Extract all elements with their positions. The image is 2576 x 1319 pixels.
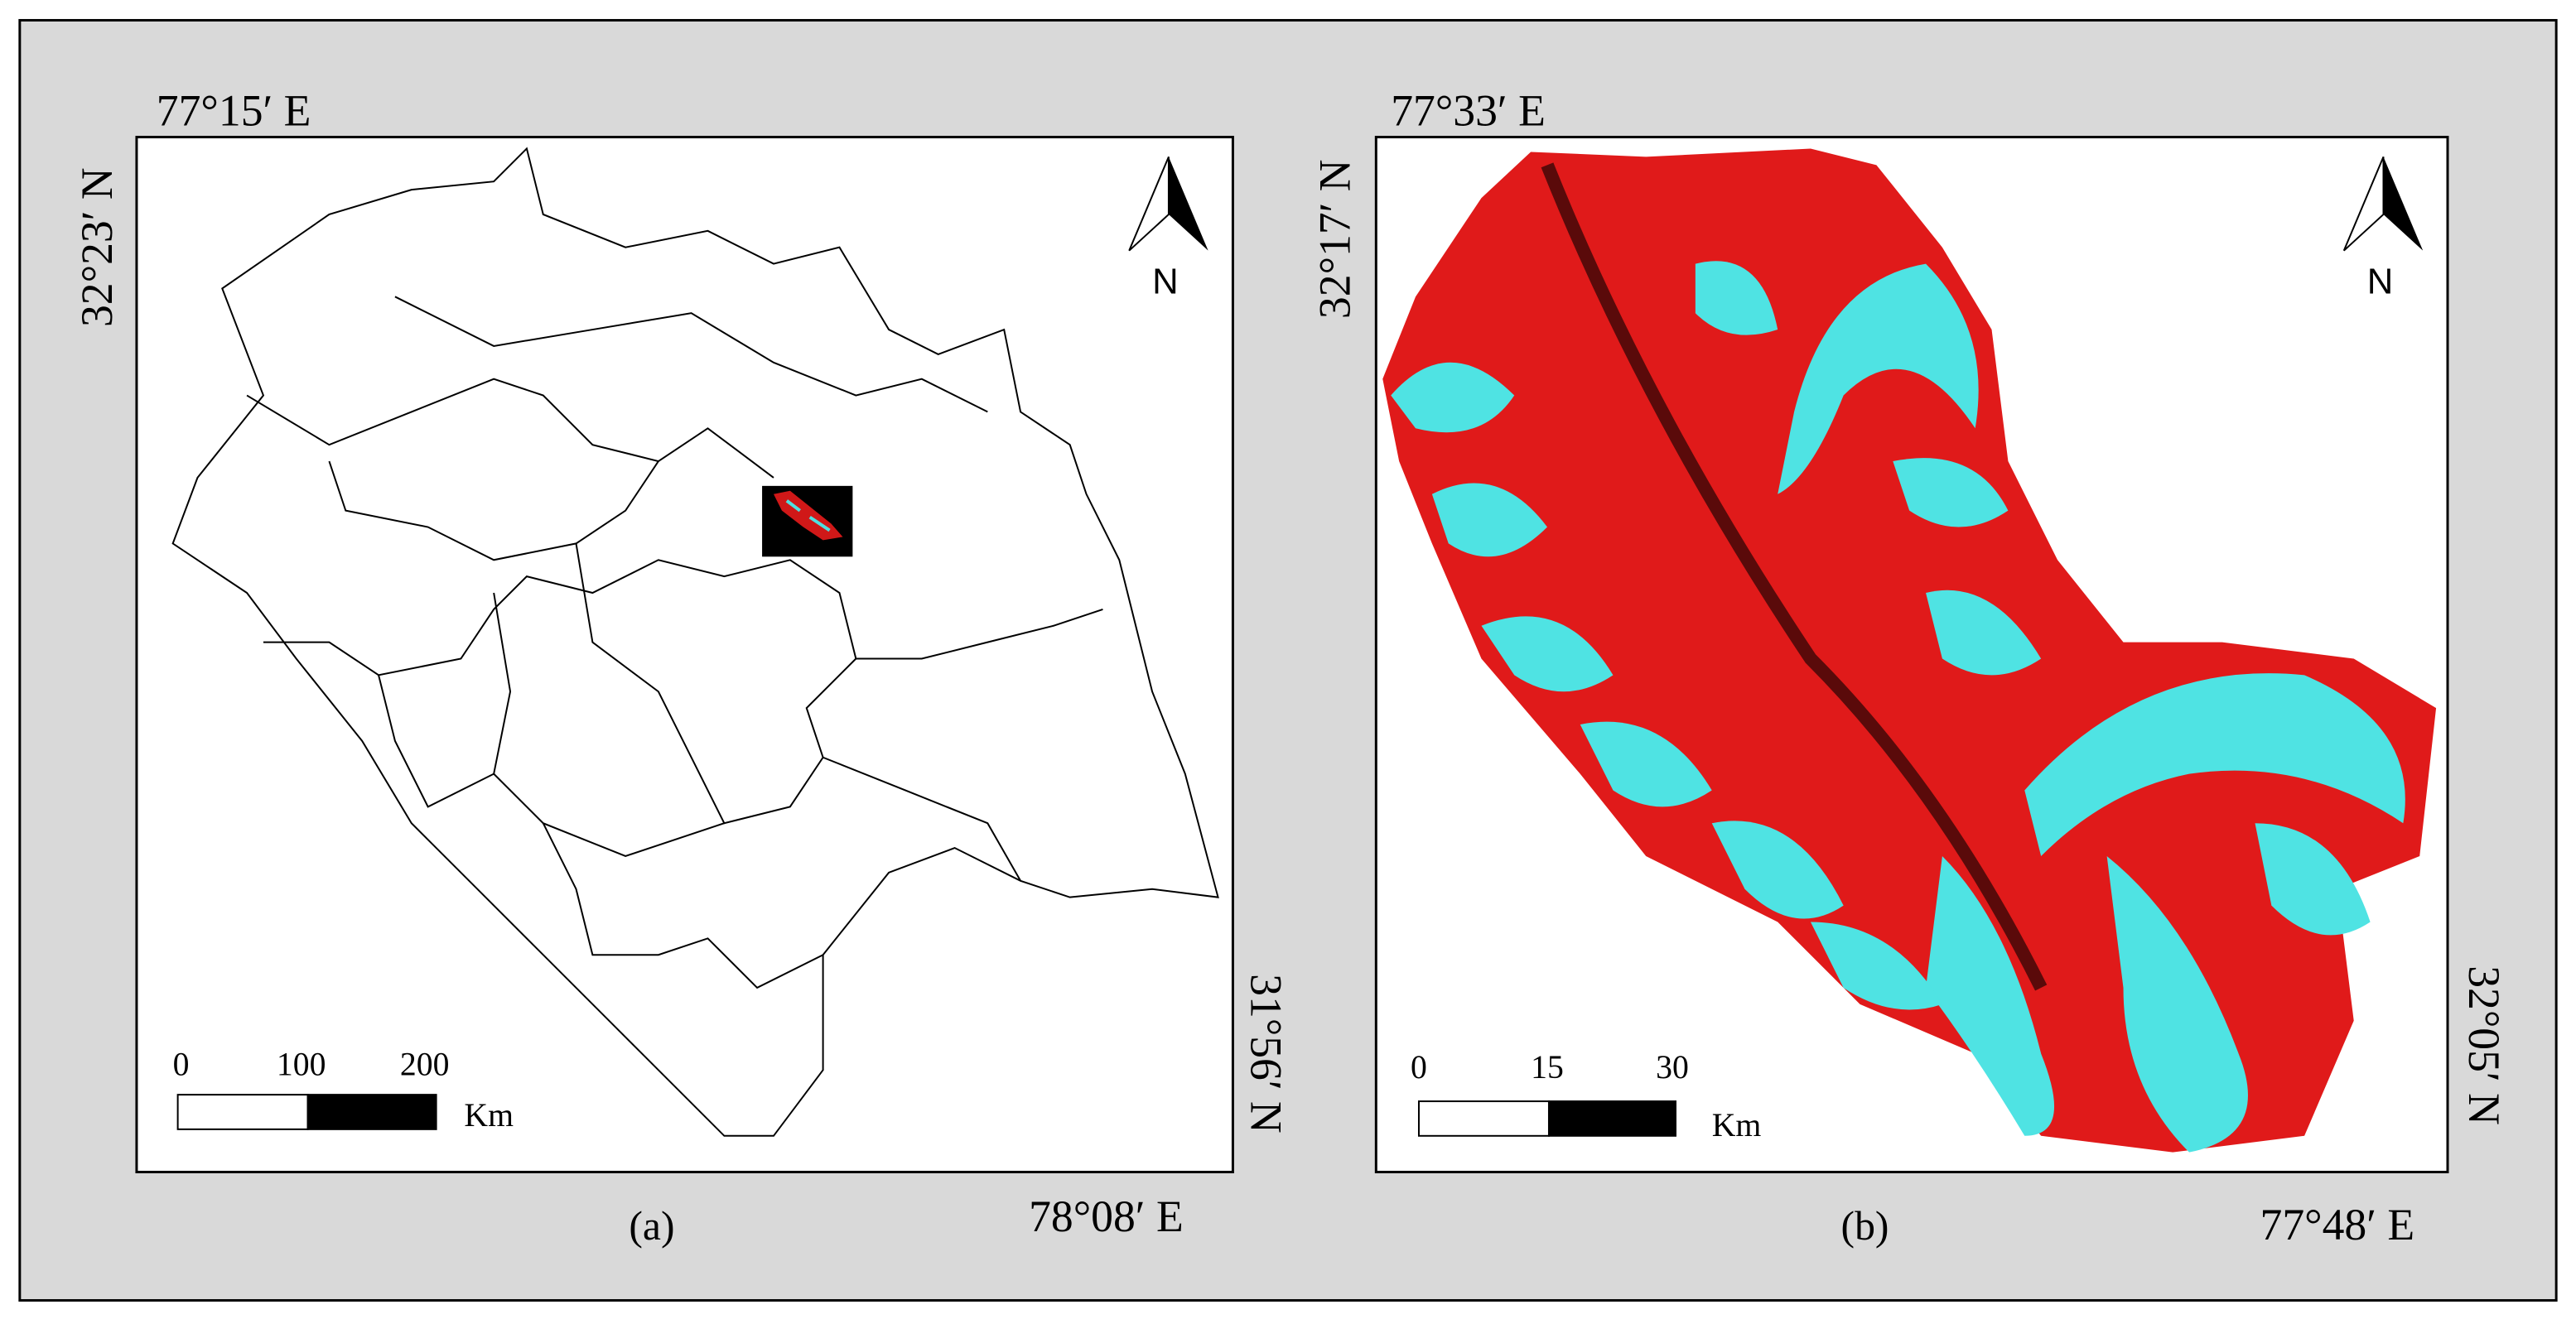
north-arrow-right [1168, 156, 1208, 251]
glacier [1695, 261, 1778, 335]
latitude-label: 32°23′ N [72, 167, 122, 327]
scale-bar-black [1547, 1100, 1676, 1137]
boundary [378, 592, 512, 808]
boundary [394, 296, 988, 413]
panel-caption: (b) [1841, 1203, 1889, 1249]
glacier [2024, 673, 2405, 856]
latitude-label: 31°56′ N [1241, 974, 1290, 1134]
glacier [1778, 263, 1979, 494]
glacier [2106, 855, 2248, 1153]
scale-unit: Km [1712, 1107, 1762, 1143]
scale-label: 0 [1411, 1049, 1427, 1086]
map-frame [135, 136, 1234, 1174]
scale-label: 15 [1531, 1049, 1564, 1086]
glacier [1481, 616, 1614, 692]
longitude-label: 78°08′ E [1029, 1191, 1184, 1241]
scale-bar-black [306, 1094, 437, 1130]
glacier [2255, 823, 2371, 936]
scale-bar-white [1417, 1100, 1550, 1137]
scale-label: 100 [277, 1046, 326, 1082]
scale-label: 200 [400, 1046, 450, 1082]
north-label: N [2367, 261, 2394, 301]
district-boundaries [171, 147, 1219, 1137]
scale-label: 30 [1656, 1049, 1689, 1086]
longitude-label: 77°48′ E [2260, 1200, 2415, 1249]
satellite-image [1382, 148, 2437, 1153]
glacier [1391, 362, 1515, 433]
boundary [493, 773, 725, 858]
glacier [1580, 721, 1712, 807]
boundary [328, 460, 659, 561]
north-arrow: N [1128, 156, 1208, 301]
glacier [1893, 458, 2009, 527]
scale-label: 0 [173, 1046, 190, 1082]
panel-caption: (a) [629, 1203, 674, 1249]
north-arrow-right [2383, 156, 2424, 251]
glacier [1711, 821, 1844, 919]
boundary [246, 378, 774, 479]
longitude-label: 77°15′ E [157, 86, 311, 136]
glacier [1926, 590, 2042, 676]
north-label: N [1152, 261, 1179, 301]
north-arrow: N [2342, 156, 2424, 301]
panel-b: N 0 15 30 Km 77°33′ E 32°17′ N 32°05′ N … [1310, 86, 2509, 1249]
glaciers [1391, 261, 2405, 1153]
scale-unit: Km [464, 1097, 514, 1134]
valley [1541, 162, 2048, 991]
scale-bar-white [176, 1094, 309, 1130]
glacier [1431, 483, 1547, 557]
boundary [263, 559, 1103, 676]
panel-a: N 0 100 200 Km 77°15′ E 32°23′ N 31°56′ … [72, 86, 1290, 1249]
boundary [542, 822, 824, 989]
latitude-label: 32°05′ N [2459, 965, 2509, 1125]
latitude-label: 32°17′ N [1310, 159, 1360, 319]
boundary [822, 756, 1021, 882]
glacier [1810, 922, 1942, 1010]
study-area-glaciers [785, 499, 831, 532]
longitude-label: 77°33′ E [1391, 86, 1546, 136]
glacier [1926, 855, 2055, 1136]
state-outline [171, 147, 1219, 1137]
